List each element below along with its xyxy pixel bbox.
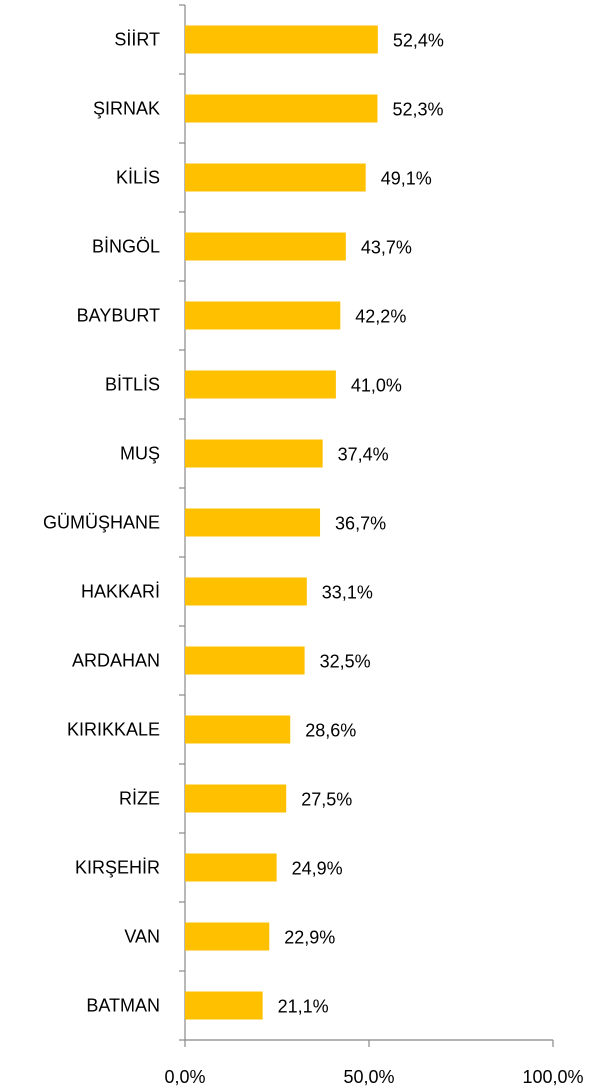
bar <box>185 94 378 123</box>
x-tick-label: 100,0% <box>522 1067 583 1087</box>
bar <box>185 577 307 606</box>
y-tick-label: MUŞ <box>120 443 160 463</box>
value-label: 28,6% <box>305 720 356 740</box>
y-tick-label: BİNGÖL <box>92 236 160 256</box>
bar <box>185 439 323 468</box>
bar <box>185 25 378 54</box>
value-label: 37,4% <box>338 444 389 464</box>
value-label: 43,7% <box>361 237 412 257</box>
bar <box>185 715 291 744</box>
bar <box>185 646 305 675</box>
y-tick-label: ARDAHAN <box>72 650 160 670</box>
value-label: 52,3% <box>392 99 443 119</box>
x-tick-label: 0,0% <box>164 1067 205 1087</box>
bar <box>185 991 263 1020</box>
y-tick-label: KIRIKKALE <box>67 719 160 739</box>
value-label: 32,5% <box>320 651 371 671</box>
value-label: 21,1% <box>278 996 329 1016</box>
y-tick-label: RİZE <box>119 788 160 808</box>
bar <box>185 163 366 192</box>
bar <box>185 784 287 813</box>
y-tick-label: HAKKARİ <box>81 581 160 601</box>
value-label: 52,4% <box>393 30 444 50</box>
y-tick-label: KIRŞEHİR <box>75 857 160 877</box>
y-tick-label: KİLİS <box>116 167 160 187</box>
bar <box>185 853 277 882</box>
bar <box>185 922 270 951</box>
value-label: 22,9% <box>284 927 335 947</box>
x-tick-label: 50,0% <box>343 1067 394 1087</box>
bar <box>185 370 336 399</box>
y-tick-label: BATMAN <box>86 995 160 1015</box>
y-tick-label: BAYBURT <box>77 305 160 325</box>
bar <box>185 301 341 330</box>
value-label: 33,1% <box>322 582 373 602</box>
y-tick-label: VAN <box>124 926 160 946</box>
y-tick-label: ŞIRNAK <box>93 98 160 118</box>
bar <box>185 508 321 537</box>
y-tick-label: GÜMÜŞHANE <box>43 512 160 532</box>
bar <box>185 232 346 261</box>
value-label: 42,2% <box>355 306 406 326</box>
y-tick-label: BİTLİS <box>105 374 160 394</box>
y-tick-label: SİİRT <box>114 29 160 49</box>
value-label: 41,0% <box>351 375 402 395</box>
value-label: 49,1% <box>381 168 432 188</box>
value-label: 24,9% <box>292 858 343 878</box>
value-label: 36,7% <box>335 513 386 533</box>
value-label: 27,5% <box>301 789 352 809</box>
